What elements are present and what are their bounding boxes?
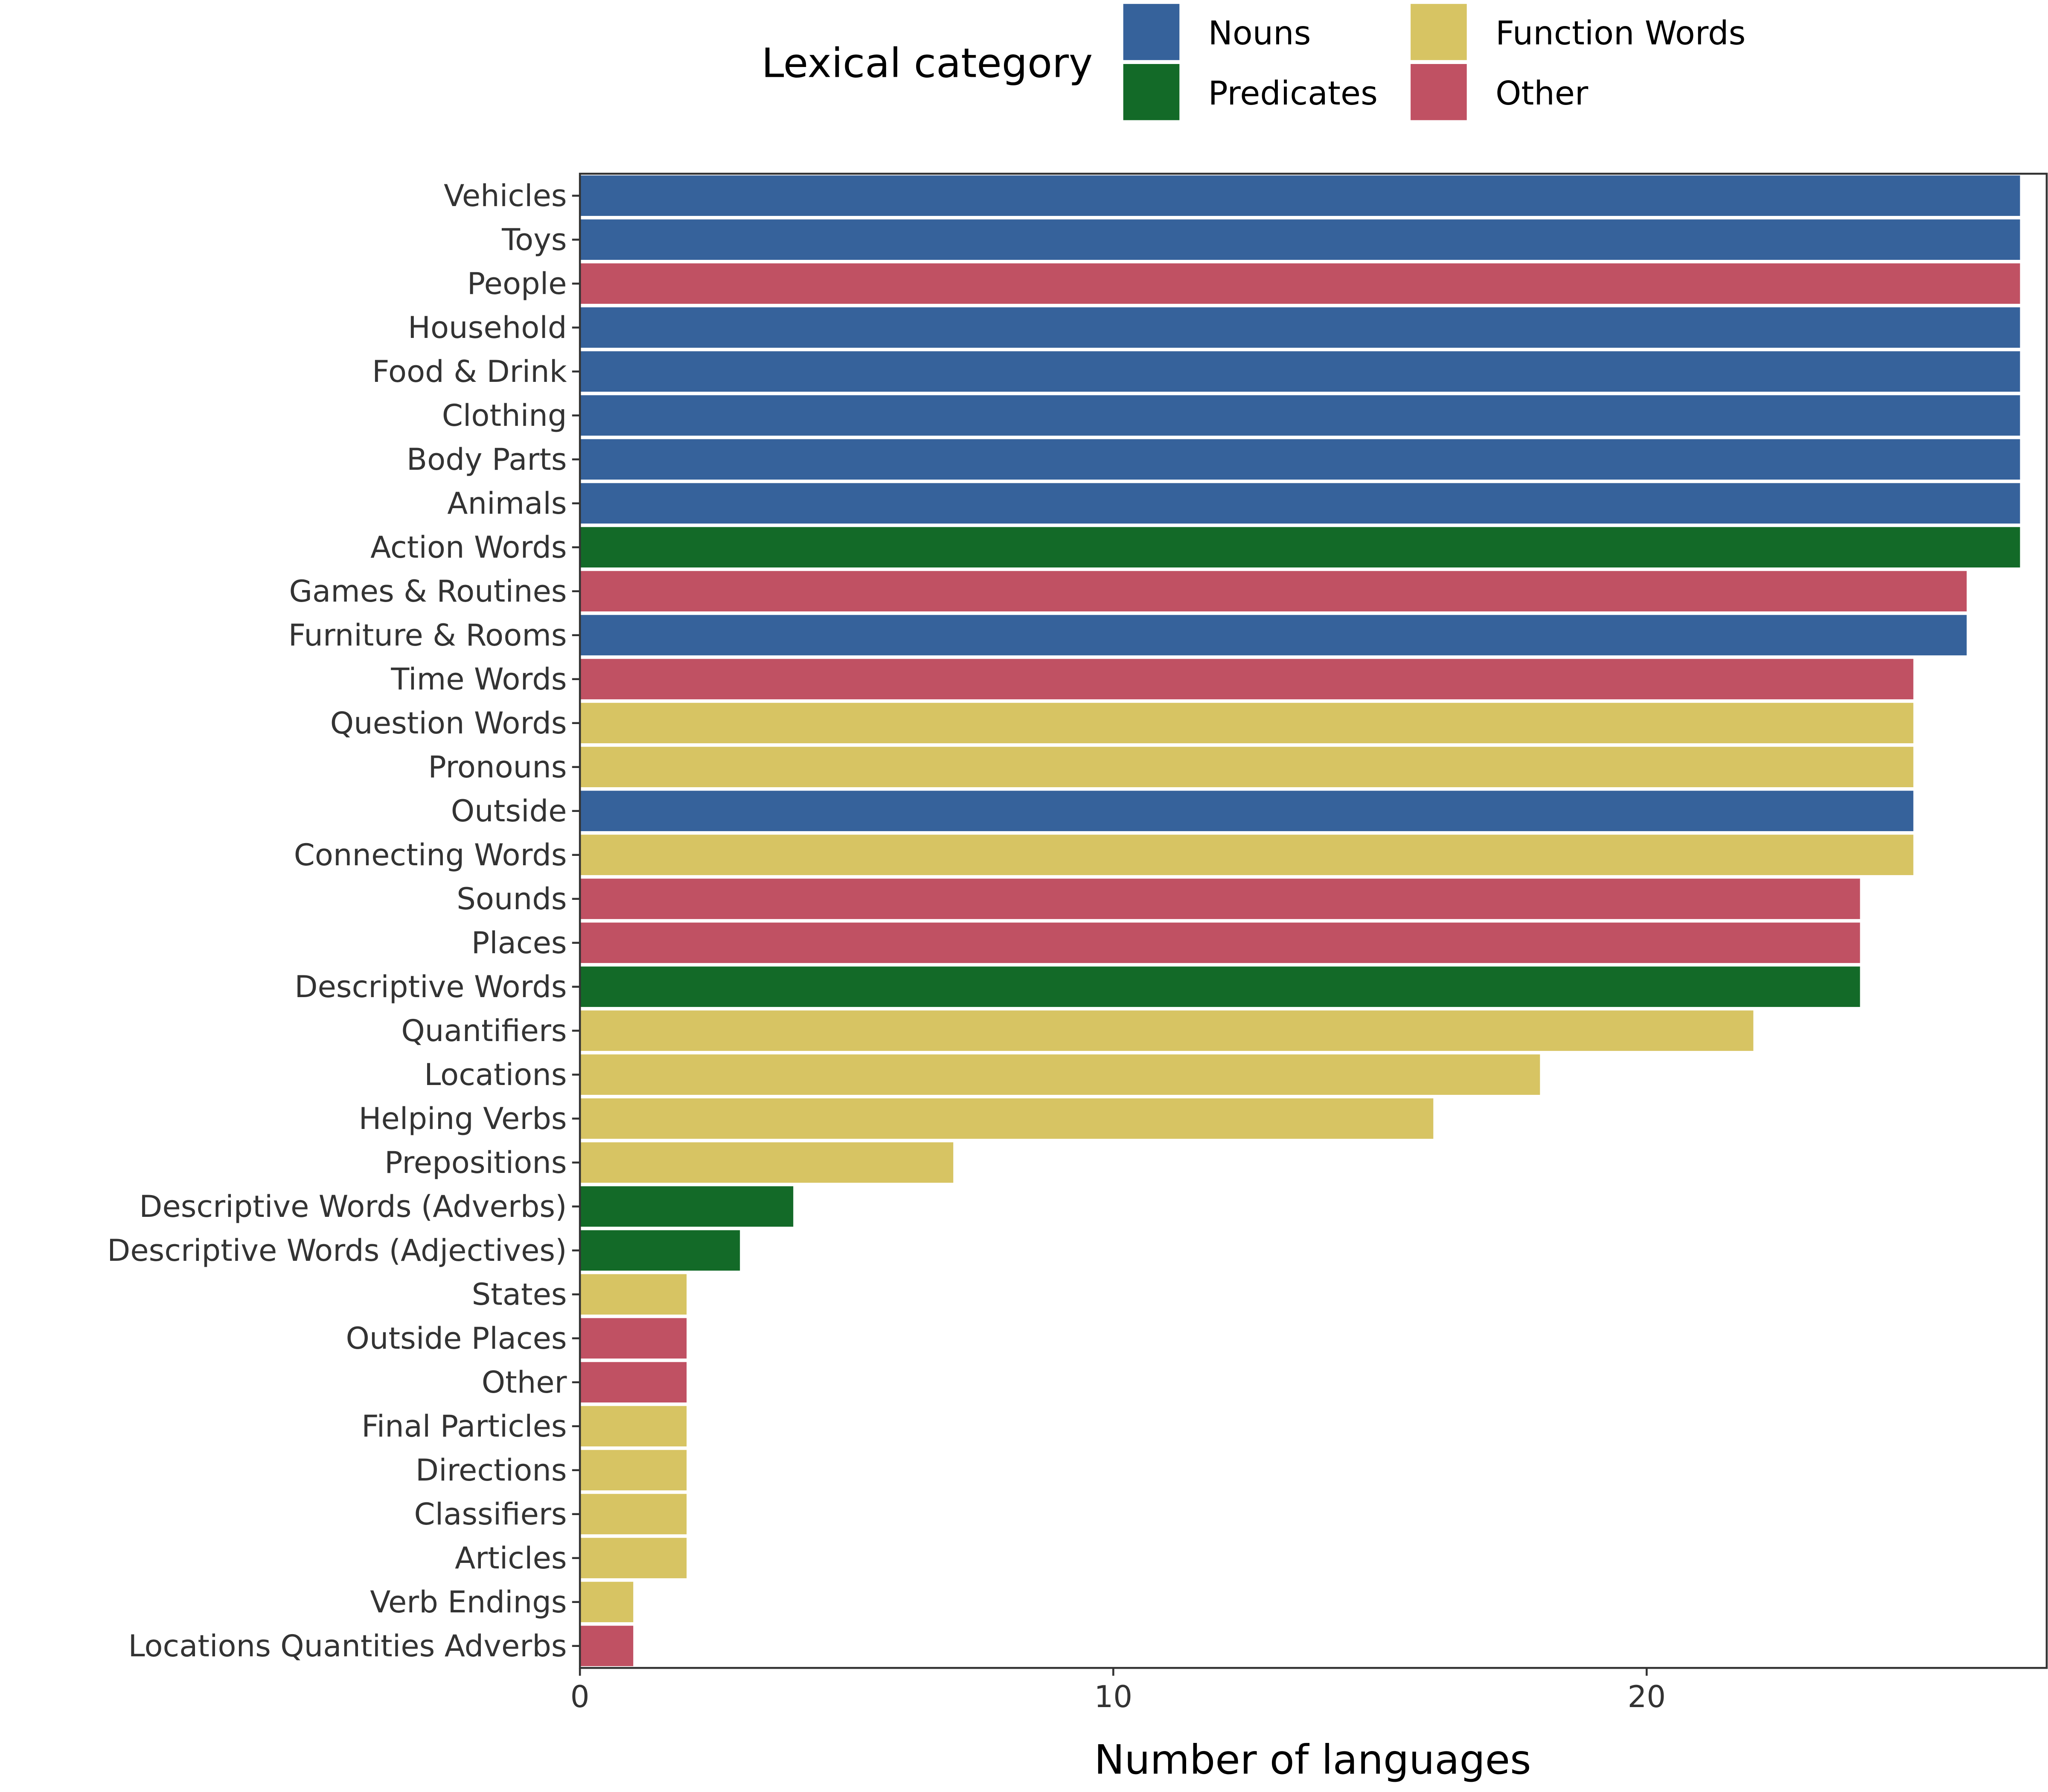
bar (580, 1362, 687, 1403)
y-tick-label: People (467, 266, 567, 301)
bar (580, 571, 1967, 612)
bar (580, 1318, 687, 1359)
x-tick-label: 10 (1094, 1679, 1132, 1714)
y-tick-label: Time Words (390, 662, 567, 697)
y-tick-label: Food & Drink (372, 354, 567, 389)
y-tick-label: Articles (455, 1541, 567, 1576)
bar (580, 791, 1914, 832)
legend-key (1123, 4, 1180, 60)
bar (580, 1494, 687, 1535)
y-tick-label: Descriptive Words (Adjectives) (107, 1233, 567, 1268)
bar (580, 1406, 687, 1447)
plot-panel-border (579, 172, 2048, 1669)
bar (580, 1450, 687, 1491)
y-axis: Vehicles Toys People Household Food & Drink C… (107, 178, 580, 1664)
bar (580, 351, 2020, 392)
legend-key (1411, 64, 1467, 120)
legend-label: Predicates (1208, 75, 1378, 113)
y-tick-label: Vehicles (444, 178, 567, 213)
bar (580, 395, 2020, 436)
y-tick-label: Games & Routines (289, 574, 567, 609)
y-tick-label: Descriptive Words (294, 969, 567, 1004)
y-tick-label: Connecting Words (294, 838, 567, 873)
y-tick-label: Animals (447, 486, 567, 521)
bar (580, 483, 2020, 524)
bar (580, 1098, 1434, 1139)
y-tick-label: Quantifiers (401, 1013, 567, 1048)
y-tick-label: Locations Quantities Adverbs (128, 1629, 567, 1664)
y-tick-label: Furniture & Rooms (288, 618, 567, 653)
bar (580, 1186, 794, 1227)
bar (580, 439, 2020, 480)
bar (580, 1142, 954, 1183)
y-tick-label: Places (471, 925, 567, 960)
legend-key (1123, 64, 1180, 120)
legend-title: Lexical category (762, 40, 1093, 87)
bar (580, 747, 1914, 788)
y-tick-label: Prepositions (384, 1145, 567, 1180)
bar (580, 175, 2020, 216)
bar (580, 263, 2020, 304)
y-tick-label: Helping Verbs (359, 1101, 567, 1136)
y-tick-label: Verb Endings (370, 1585, 567, 1620)
x-axis-title: Number of languages (1094, 1737, 1531, 1783)
legend: Lexical category Nouns Predicates Function… (762, 4, 1745, 120)
y-tick-label: States (472, 1277, 567, 1312)
y-tick-label: Body Parts (407, 442, 567, 477)
bar (580, 922, 1860, 963)
y-tick-label: Directions (416, 1453, 567, 1488)
bar (580, 835, 1914, 876)
y-tick-label: Outside (451, 794, 567, 829)
y-tick-label: Question Words (330, 706, 567, 741)
bars (580, 175, 2020, 1667)
y-tick-label: Descriptive Words (Adverbs) (139, 1189, 567, 1224)
y-tick-label: Outside Places (346, 1321, 567, 1356)
bar (580, 1538, 687, 1579)
bar (580, 219, 2020, 260)
bar (580, 307, 2020, 348)
bar (580, 527, 2020, 568)
bar (580, 1582, 634, 1623)
bar (580, 1010, 1754, 1051)
legend-label: Nouns (1208, 15, 1311, 52)
y-tick-label: Household (408, 310, 567, 345)
x-tick-label: 20 (1628, 1679, 1666, 1714)
x-axis: 0 10 20 (570, 1668, 1666, 1714)
bar (580, 659, 1914, 700)
y-tick-label: Clothing (442, 398, 567, 433)
y-tick-label: Other (482, 1365, 567, 1400)
bar (580, 966, 1860, 1007)
bar (580, 879, 1860, 919)
bar (580, 615, 1967, 656)
y-tick-label: Toys (501, 222, 567, 257)
y-tick-label: Classifiers (414, 1497, 567, 1532)
y-tick-label: Action Words (370, 530, 567, 565)
legend-key (1411, 4, 1467, 60)
bar (580, 1626, 634, 1667)
y-tick-label: Pronouns (428, 750, 567, 785)
y-tick-label: Locations (424, 1057, 567, 1092)
bar (580, 1274, 687, 1315)
y-tick-label: Final Particles (361, 1409, 567, 1444)
legend-label: Function Words (1495, 15, 1745, 52)
x-tick-label: 0 (570, 1679, 590, 1714)
bar (580, 1230, 740, 1271)
bar (580, 1054, 1540, 1095)
legend-label: Other (1495, 75, 1588, 113)
bar (580, 703, 1914, 744)
y-tick-label: Sounds (457, 881, 567, 916)
